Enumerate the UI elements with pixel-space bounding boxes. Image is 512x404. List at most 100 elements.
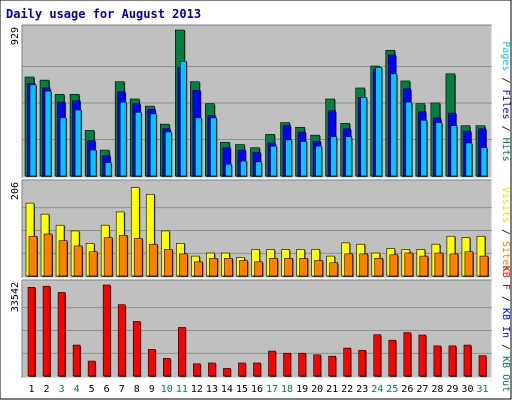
day-tick-label: 2 <box>44 384 50 395</box>
bar-sites <box>314 260 323 277</box>
day-tick-label: 10 <box>161 384 173 395</box>
ymax-label: 33542 <box>10 282 21 312</box>
bar-sites <box>194 261 203 277</box>
panel-legend: Visits / Sites <box>500 187 511 271</box>
bar-kb-f <box>478 355 487 377</box>
legend-entry: Files <box>500 89 511 119</box>
bar-pages <box>164 131 172 177</box>
bar-sites <box>479 255 489 277</box>
bar-sites <box>163 249 173 277</box>
bar-sites <box>374 258 384 277</box>
bar-pages <box>195 117 202 177</box>
bar-kb-f <box>268 350 276 377</box>
bar-pages <box>44 90 52 177</box>
day-tick-label: 12 <box>191 384 203 395</box>
ymax-label: 929 <box>10 27 21 45</box>
legend-entry: / <box>500 120 511 138</box>
bar-kb-f <box>147 349 156 377</box>
day-tick-label: 16 <box>251 384 263 395</box>
bar-sites <box>224 258 233 277</box>
bar-pages <box>74 109 82 177</box>
day-tick-label: 23 <box>356 384 368 395</box>
bar-pages <box>59 117 67 177</box>
bar-sites <box>269 258 278 277</box>
bar-sites <box>133 238 143 277</box>
bar-pages <box>210 117 217 177</box>
bar-pages <box>285 139 292 177</box>
bar-sites <box>449 253 459 277</box>
day-tick-label: 11 <box>176 384 188 395</box>
bar-kb-f <box>463 344 472 377</box>
bar-kb-f <box>358 349 367 377</box>
day-tick-label: 19 <box>296 384 308 395</box>
bar-pages <box>420 119 428 177</box>
bar-pages <box>180 60 187 177</box>
bar-sites <box>419 255 429 277</box>
bar-pages <box>450 125 458 177</box>
day-tick-label: 8 <box>134 384 140 395</box>
plot-background <box>22 280 492 378</box>
bar-pages <box>435 122 443 177</box>
bar-pages <box>315 145 322 177</box>
day-tick-label: 5 <box>89 384 95 395</box>
bar-sites <box>329 262 338 277</box>
panel-kbf-kbin-kbout: 33542 KB F / KB In / KB Out <box>10 266 511 392</box>
bar-pages <box>405 101 413 177</box>
day-tick-label: 9 <box>149 384 155 395</box>
bar-kb-f <box>343 347 351 377</box>
panel-legend: KB F / KB In / KB Out <box>500 266 511 392</box>
bar-kb-f <box>433 345 442 377</box>
bar-pages <box>89 149 97 177</box>
bar-pages <box>225 163 232 177</box>
panel-legend: Pages / Files / Hits <box>500 41 511 161</box>
bar-pages <box>149 113 157 177</box>
bar-sites <box>209 258 218 277</box>
bar-sites <box>464 251 474 277</box>
bar-sites <box>254 261 263 277</box>
legend-entry: / <box>500 71 511 89</box>
legend-entry: Pages <box>500 41 511 71</box>
bar-pages <box>345 136 352 177</box>
day-tick-label: 28 <box>431 384 443 395</box>
day-tick-label: 14 <box>221 384 233 395</box>
day-tick-label: 7 <box>119 384 125 395</box>
bar-kb-f <box>223 368 231 377</box>
bar-pages <box>390 73 398 177</box>
legend-entry: KB Out <box>500 356 511 392</box>
bar-pages <box>134 112 142 177</box>
day-tick-label: 24 <box>371 384 383 395</box>
bar-sites <box>434 252 444 277</box>
bar-pages <box>375 67 383 177</box>
day-tick-label: 18 <box>281 384 293 395</box>
bar-kb-f <box>388 339 397 377</box>
bar-kb-f <box>373 334 382 377</box>
bar-kb-f <box>102 284 111 377</box>
bar-kb-f <box>313 354 321 377</box>
day-tick-label: 29 <box>446 384 458 395</box>
bar-kb-f <box>178 327 186 377</box>
bar-kb-f <box>163 358 171 377</box>
legend-entry: / <box>500 223 511 241</box>
bar-sites <box>43 233 53 277</box>
day-tick-label: 1 <box>29 384 35 395</box>
legend-entry: Visits <box>500 187 511 223</box>
bar-kb-f <box>403 332 412 377</box>
day-tick-label: 30 <box>461 384 473 395</box>
bar-sites <box>28 235 38 277</box>
bar-sites <box>239 260 248 277</box>
legend-entry: Hits <box>500 138 511 162</box>
day-tick-label: 6 <box>104 384 110 395</box>
day-tick-label: 22 <box>341 384 353 395</box>
bar-sites <box>299 258 308 277</box>
bar-kb-f <box>283 352 291 377</box>
bar-kb-f <box>238 362 246 377</box>
bar-sites <box>58 240 68 277</box>
bar-pages <box>255 161 262 177</box>
legend-entry: / <box>500 338 511 356</box>
ymax-label: 206 <box>10 182 21 200</box>
bar-pages <box>119 101 127 177</box>
bar-kb-f <box>132 321 141 377</box>
bar-pages <box>270 145 277 177</box>
bar-sites <box>103 237 113 277</box>
